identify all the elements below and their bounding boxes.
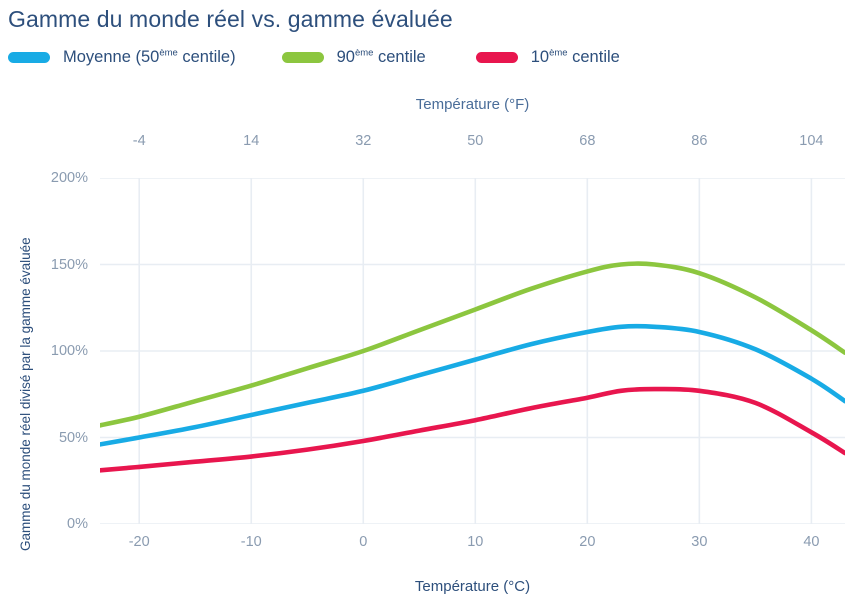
- legend-label-moyenne: Moyenne (50ème centile): [63, 47, 236, 66]
- series-lines: [100, 261, 845, 473]
- x-tick-label-celsius: -20: [128, 534, 150, 550]
- y-tick-label: 0%: [67, 516, 88, 532]
- y-tick-label: 100%: [50, 343, 88, 359]
- series-line-1: [100, 323, 845, 447]
- y-axis-title-text: Gamme du monde réel divisé par la gamme …: [18, 237, 33, 551]
- x-tick-label-celsius: 40: [803, 534, 820, 550]
- y-tick-label: 200%: [50, 170, 88, 186]
- x-tick-label-fahrenheit: 32: [355, 133, 372, 149]
- x-tick-label-celsius: 20: [579, 534, 596, 550]
- y-tick-label: 150%: [50, 256, 88, 273]
- x-tick-label-celsius: 10: [467, 534, 484, 550]
- gridlines: [100, 178, 845, 524]
- series-line-0: [100, 261, 845, 428]
- bottom-axis-title: Température (°C): [414, 578, 531, 595]
- legend-swatch-moyenne: [8, 52, 50, 63]
- legend-swatch-90e-centile: [281, 52, 324, 63]
- page-title: Gamme du monde réel vs. gamme évaluée: [8, 6, 453, 32]
- y-tick-label: 50%: [58, 429, 88, 446]
- legend-item-moyenne[interactable]: Moyenne (50ème centile): [8, 48, 236, 67]
- x-tick-label-fahrenheit: 104: [799, 133, 824, 149]
- x-tick-label-celsius: -10: [240, 534, 262, 550]
- x-tick-label-fahrenheit: 14: [243, 133, 260, 149]
- chart-legend: Moyenne (50ème centile) 90ème centile 10…: [8, 48, 620, 67]
- x-tick-label-fahrenheit: -4: [132, 133, 146, 149]
- legend-swatch-10e-centile: [475, 52, 518, 63]
- x-tick-label-fahrenheit: 86: [691, 133, 708, 149]
- x-tick-label-fahrenheit: 50: [467, 133, 484, 149]
- chart-svg: [100, 178, 845, 524]
- series-line-2: [100, 386, 845, 473]
- x-tick-label-celsius: 30: [691, 534, 708, 550]
- x-tick-label-fahrenheit: 68: [579, 133, 596, 149]
- top-axis-title: Température (°F): [415, 96, 530, 113]
- legend-item-90e-centile[interactable]: 90ème centile: [281, 47, 426, 67]
- legend-label-90e-centile: 90ème centile: [336, 47, 426, 66]
- x-tick-label-celsius: 0: [359, 534, 368, 550]
- legend-label-10e-centile: 10ème centile: [530, 47, 620, 66]
- legend-item-10e-centile[interactable]: 10ème centile: [475, 47, 620, 67]
- plot-area: [100, 178, 845, 524]
